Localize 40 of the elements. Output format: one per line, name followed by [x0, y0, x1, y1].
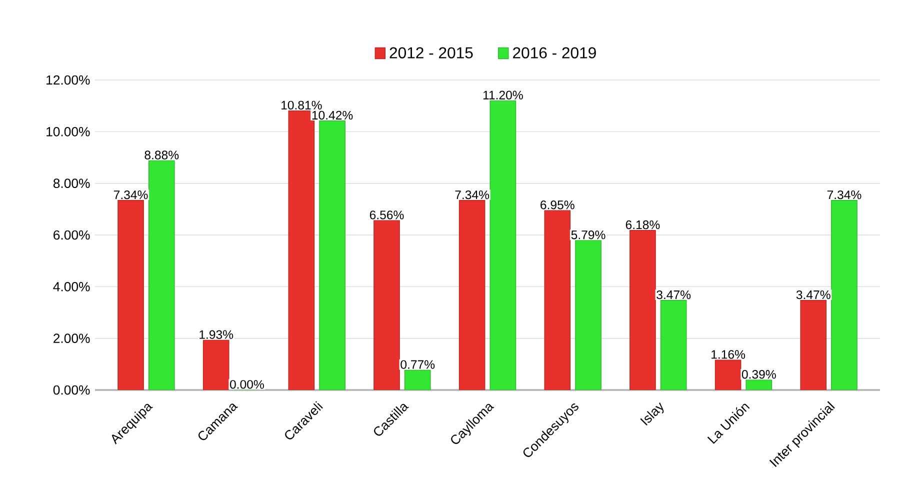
- data-label: 0.39%: [742, 370, 776, 379]
- data-label: 1.93%: [200, 330, 234, 339]
- data-label: 8.88%: [144, 150, 179, 160]
- bar: [831, 200, 858, 390]
- data-label: 3.47%: [796, 290, 830, 300]
- legend-label: 2012 - 2015: [390, 47, 473, 58]
- bar: [490, 100, 516, 390]
- bar: [458, 200, 486, 390]
- bar: [374, 220, 400, 390]
- bar: [800, 300, 827, 390]
- y-tick-label: 0.00%: [53, 385, 90, 395]
- bar: [630, 230, 656, 390]
- data-label: 7.34%: [114, 190, 148, 200]
- y-tick-label: 8.00%: [53, 178, 90, 188]
- y-tick-label: 12.00%: [46, 75, 90, 85]
- data-label: 1.16%: [712, 350, 746, 359]
- data-label: 6.56%: [370, 210, 404, 220]
- bar: [575, 240, 602, 390]
- data-label: 10.42%: [312, 110, 353, 120]
- y-tick-label: 4.00%: [53, 282, 90, 292]
- data-label: 0.00%: [230, 380, 264, 389]
- data-label: 7.34%: [827, 190, 862, 200]
- data-label: 6.95%: [540, 200, 574, 210]
- bar: [319, 120, 346, 390]
- bar: [148, 160, 175, 390]
- data-label: 10.81%: [281, 100, 322, 110]
- bar: [544, 210, 571, 390]
- y-tick-label: 2.00%: [54, 334, 90, 344]
- data-label: 5.79%: [571, 230, 606, 240]
- y-tick-label: 6.00%: [54, 230, 90, 240]
- data-label: 0.77%: [400, 360, 435, 369]
- y-tick-label: 10.00%: [46, 127, 90, 136]
- data-label: 3.47%: [656, 290, 691, 300]
- data-label: 11.20%: [483, 90, 523, 100]
- bar: [118, 200, 144, 390]
- data-label: 6.18%: [626, 220, 660, 230]
- legend-label: 2016 - 2019: [513, 47, 596, 58]
- bar: [660, 300, 687, 390]
- data-label: 7.34%: [455, 190, 490, 200]
- bar: [714, 360, 742, 390]
